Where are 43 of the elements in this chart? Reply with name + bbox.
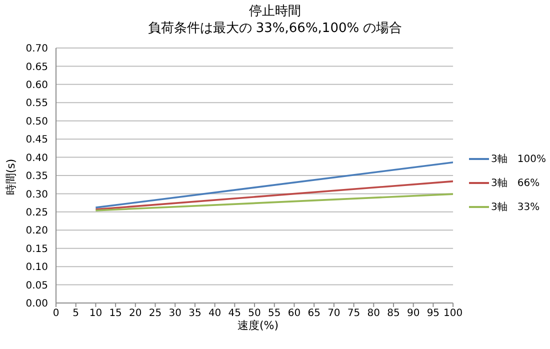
x-tick-label: 30	[168, 308, 182, 320]
y-tick-label: 0.65	[26, 62, 48, 73]
chart-title: 停止時間	[248, 3, 302, 20]
legend-label: 3軸 33%	[491, 200, 540, 214]
y-tick-label: 0.50	[26, 116, 48, 128]
x-tick-label: 60	[288, 308, 301, 320]
legend-label: 3軸 100%	[491, 152, 546, 166]
x-tick-label: 50	[248, 308, 261, 320]
x-tick-label: 5	[72, 308, 80, 320]
x-tick-label: 90	[406, 308, 420, 320]
x-tick-label: 15	[109, 308, 122, 320]
x-tick-label: 45	[228, 308, 242, 320]
y-tick-label: 0.10	[26, 262, 48, 274]
chart-subtitle: 負荷条件は最大の 33%,66%,100% の場合	[146, 20, 404, 37]
y-tick-label: 0.60	[26, 80, 48, 91]
y-tick-label: 0.05	[26, 280, 48, 292]
x-tick-label: 25	[148, 308, 162, 320]
x-tick-label: 40	[208, 308, 222, 320]
y-tick-label: 0.00	[26, 298, 48, 310]
y-tick-label: 0.45	[26, 134, 48, 146]
x-tick-label: 85	[387, 308, 400, 320]
x-tick-label: 75	[347, 308, 360, 320]
x-tick-label: 95	[426, 308, 440, 320]
x-tick-label: 80	[367, 308, 380, 320]
x-tick-label: 35	[188, 308, 202, 320]
y-axis-title: 時間(s)	[4, 158, 18, 196]
y-tick-label: 0.15	[26, 244, 48, 255]
x-tick-label: 0	[52, 308, 60, 320]
x-tick-label: 70	[328, 308, 340, 320]
y-tick-label: 0.25	[26, 207, 48, 218]
y-tick-label: 0.20	[26, 226, 48, 237]
y-tick-label: 0.40	[26, 152, 48, 164]
y-tick-label: 0.30	[26, 189, 48, 200]
y-tick-label: 0.55	[26, 98, 48, 110]
x-axis-title: 速度(%)	[236, 318, 280, 333]
x-tick-label: 55	[268, 308, 281, 320]
legend-label: 3軸 66%	[491, 176, 540, 190]
x-tick-label: 20	[129, 308, 142, 320]
x-tick-label: 10	[89, 308, 102, 320]
y-tick-label: 0.35	[26, 171, 48, 182]
x-tick-label: 100	[444, 308, 463, 320]
x-tick-label: 65	[308, 308, 320, 320]
y-tick-label: 0.70	[26, 44, 48, 55]
